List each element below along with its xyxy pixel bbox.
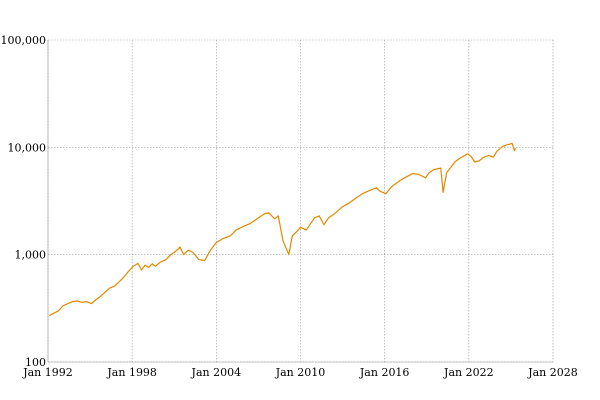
- series-line: [48, 142, 517, 317]
- x-tick-label: Jan 2004: [191, 366, 242, 379]
- x-tick-label: Jan 1992: [22, 366, 73, 379]
- y-tick-label: 100: [25, 356, 46, 369]
- axes: [47, 40, 553, 363]
- y-tick-label: 1,000: [15, 249, 47, 262]
- x-tick-label: Jan 2022: [443, 366, 494, 379]
- y-tick-label: 100,000: [1, 34, 47, 47]
- y-tick-labels: 100 1,000 10,000 100,000: [1, 34, 47, 369]
- y-tick-label: 10,000: [8, 141, 47, 154]
- x-tick-label: Jan 2028: [527, 366, 578, 379]
- x-tick-label: Jan 2010: [275, 366, 326, 379]
- series-group: [48, 142, 517, 317]
- x-tick-label: Jan 1998: [106, 366, 157, 379]
- x-tick-label: Jan 2016: [359, 366, 410, 379]
- x-tick-labels: Jan 1992 Jan 1998 Jan 2004 Jan 2010 Jan 2016…: [22, 366, 578, 379]
